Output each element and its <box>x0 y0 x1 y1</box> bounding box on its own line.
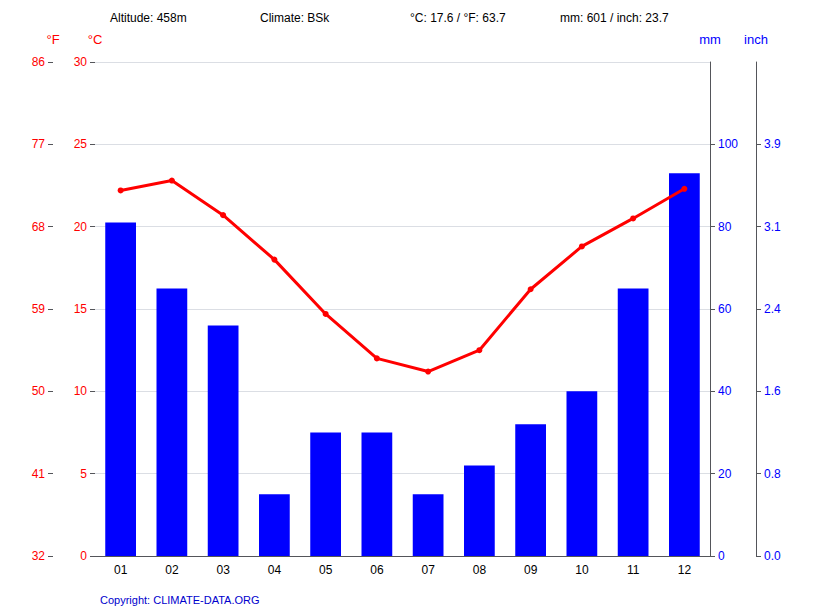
svg-text:12: 12 <box>678 563 692 577</box>
svg-text:Altitude: 458m: Altitude: 458m <box>110 11 187 25</box>
svg-text:01: 01 <box>114 563 128 577</box>
svg-text:10: 10 <box>74 384 88 398</box>
svg-text:20: 20 <box>718 467 732 481</box>
svg-text:03: 03 <box>216 563 230 577</box>
svg-text:100: 100 <box>718 137 738 151</box>
svg-text:0: 0 <box>718 549 725 563</box>
svg-text:08: 08 <box>473 563 487 577</box>
svg-text:68: 68 <box>32 220 46 234</box>
svg-text:40: 40 <box>718 384 732 398</box>
svg-text:°C: °C <box>88 32 103 47</box>
svg-text:77: 77 <box>32 137 46 151</box>
svg-text:5: 5 <box>80 467 87 481</box>
svg-text:50: 50 <box>32 384 46 398</box>
svg-text:3.9: 3.9 <box>764 137 781 151</box>
svg-text:41: 41 <box>32 467 46 481</box>
svg-text:mm: 601 / inch: 23.7: mm: 601 / inch: 23.7 <box>560 11 669 25</box>
svg-text:Climate: BSk: Climate: BSk <box>260 11 330 25</box>
svg-text:1.6: 1.6 <box>764 384 781 398</box>
svg-text:15: 15 <box>74 302 88 316</box>
svg-text:09: 09 <box>524 563 538 577</box>
svg-text:32: 32 <box>32 549 46 563</box>
svg-text:20: 20 <box>74 220 88 234</box>
svg-text:2.4: 2.4 <box>764 302 781 316</box>
svg-text:30: 30 <box>74 55 88 69</box>
svg-text:06: 06 <box>370 563 384 577</box>
svg-text:80: 80 <box>718 220 732 234</box>
svg-text:05: 05 <box>319 563 333 577</box>
svg-text:59: 59 <box>32 302 46 316</box>
svg-text:60: 60 <box>718 302 732 316</box>
svg-text:25: 25 <box>74 137 88 151</box>
svg-text:°F: °F <box>46 32 59 47</box>
svg-text:Copyright: CLIMATE-DATA.ORG: Copyright: CLIMATE-DATA.ORG <box>100 594 260 606</box>
svg-text:86: 86 <box>32 55 46 69</box>
svg-text:3.1: 3.1 <box>764 220 781 234</box>
svg-text:0: 0 <box>80 549 87 563</box>
svg-text:°C: 17.6 / °F: 63.7: °C: 17.6 / °F: 63.7 <box>410 11 506 25</box>
svg-text:02: 02 <box>165 563 179 577</box>
svg-text:10: 10 <box>575 563 589 577</box>
svg-text:0.0: 0.0 <box>764 549 781 563</box>
svg-text:0.8: 0.8 <box>764 467 781 481</box>
svg-text:mm: mm <box>699 32 721 47</box>
svg-text:11: 11 <box>627 563 640 577</box>
svg-text:04: 04 <box>268 563 282 577</box>
svg-text:inch: inch <box>744 32 768 47</box>
svg-text:07: 07 <box>421 563 435 577</box>
